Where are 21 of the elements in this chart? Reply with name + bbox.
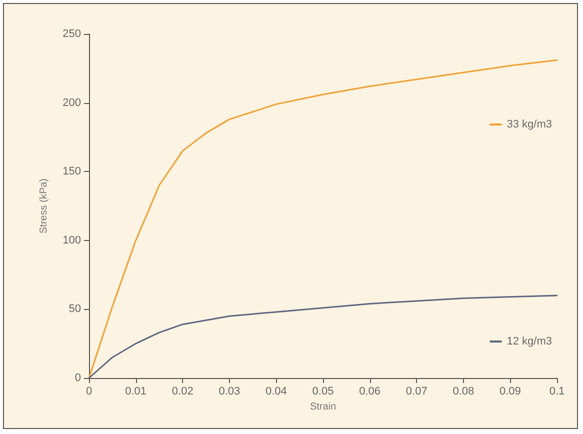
- x-tick-label: 0.01: [125, 386, 147, 398]
- x-tick-label: 0: [86, 386, 92, 398]
- legend-label: 12 kg/m3: [506, 336, 552, 348]
- y-tick-label: 100: [62, 234, 81, 246]
- x-tick-label: 0.08: [452, 386, 474, 398]
- x-tick-label: 0.1: [549, 386, 565, 398]
- x-tick-label: 0.02: [172, 386, 194, 398]
- x-tick-label: 0.05: [312, 386, 334, 398]
- y-tick-label: 0: [74, 372, 81, 384]
- x-tick-label: 0.06: [359, 386, 381, 398]
- y-tick-label: 200: [62, 96, 81, 109]
- x-tick-label: 0.03: [218, 386, 240, 398]
- x-axis-title: Strain: [310, 401, 336, 412]
- legend-label: 33 kg/m3: [506, 118, 552, 130]
- y-axis-title: Stress (kPa): [38, 178, 50, 234]
- x-tick-label: 0.09: [499, 386, 521, 398]
- y-tick-label: 50: [68, 303, 81, 316]
- y-tick-label: 150: [62, 166, 81, 178]
- y-tick-label: 250: [62, 28, 81, 40]
- x-tick-label: 0.07: [406, 386, 428, 398]
- x-tick-label: 0.04: [265, 386, 287, 398]
